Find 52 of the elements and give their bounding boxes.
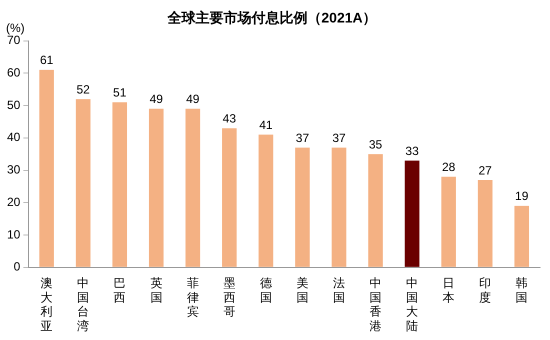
y-tick-label: 10 bbox=[6, 227, 21, 242]
bar bbox=[112, 102, 128, 267]
data-label: 61 bbox=[40, 53, 54, 68]
x-tick-label: 法国 bbox=[332, 276, 345, 304]
x-tick-label: 澳大利亚 bbox=[40, 276, 53, 334]
bar bbox=[39, 70, 54, 267]
x-tick-label: 韩国 bbox=[516, 276, 528, 304]
bar bbox=[514, 206, 530, 267]
bar bbox=[76, 99, 90, 267]
x-tick-label: 美国 bbox=[296, 276, 308, 304]
x-tick-label: 英国 bbox=[150, 276, 162, 304]
x-tick-label: 墨西哥 bbox=[223, 276, 236, 319]
x-tick-label: 日本 bbox=[442, 276, 455, 304]
data-label: 43 bbox=[222, 112, 236, 126]
bar bbox=[258, 134, 274, 267]
x-tick-label: 德国 bbox=[260, 276, 272, 304]
y-tick-label: 40 bbox=[6, 130, 21, 144]
data-label: 52 bbox=[76, 82, 90, 96]
x-tick-label: 中国香港 bbox=[370, 276, 382, 334]
x-tick-label: 菲律宾 bbox=[186, 276, 199, 319]
x-tick-label: 中国大陆 bbox=[406, 276, 418, 334]
chart-title: 全球主要市场付息比例（2021A） bbox=[166, 9, 377, 26]
x-tick-label: 巴西 bbox=[114, 276, 126, 304]
x-tick-label: 中国台湾 bbox=[77, 276, 90, 334]
y-tick-label: 30 bbox=[6, 162, 21, 177]
data-label: 28 bbox=[442, 160, 456, 174]
bar bbox=[404, 160, 420, 267]
x-tick-label: 印度 bbox=[479, 276, 492, 304]
bar bbox=[332, 148, 346, 267]
data-label: 19 bbox=[515, 189, 529, 204]
bar bbox=[441, 176, 456, 267]
data-label: 51 bbox=[113, 86, 127, 100]
y-tick-label: 50 bbox=[6, 98, 21, 112]
data-label: 49 bbox=[186, 92, 200, 106]
data-label: 37 bbox=[332, 130, 346, 145]
data-label: 35 bbox=[368, 137, 383, 152]
data-label: 49 bbox=[150, 92, 164, 106]
data-label: 37 bbox=[296, 130, 310, 145]
y-axis-title: (%) bbox=[6, 21, 25, 36]
bar bbox=[148, 108, 164, 267]
bar bbox=[478, 180, 492, 267]
bar bbox=[186, 108, 200, 267]
data-label: 33 bbox=[405, 144, 420, 158]
y-tick-label: 20 bbox=[6, 194, 21, 209]
bar bbox=[368, 154, 383, 267]
data-label: 27 bbox=[478, 163, 492, 178]
y-tick-label: 70 bbox=[6, 33, 21, 48]
data-label: 41 bbox=[259, 118, 273, 132]
y-tick-label: 60 bbox=[6, 65, 21, 80]
bar bbox=[295, 148, 310, 267]
bar bbox=[222, 128, 237, 267]
y-tick-label: 0 bbox=[14, 260, 21, 274]
